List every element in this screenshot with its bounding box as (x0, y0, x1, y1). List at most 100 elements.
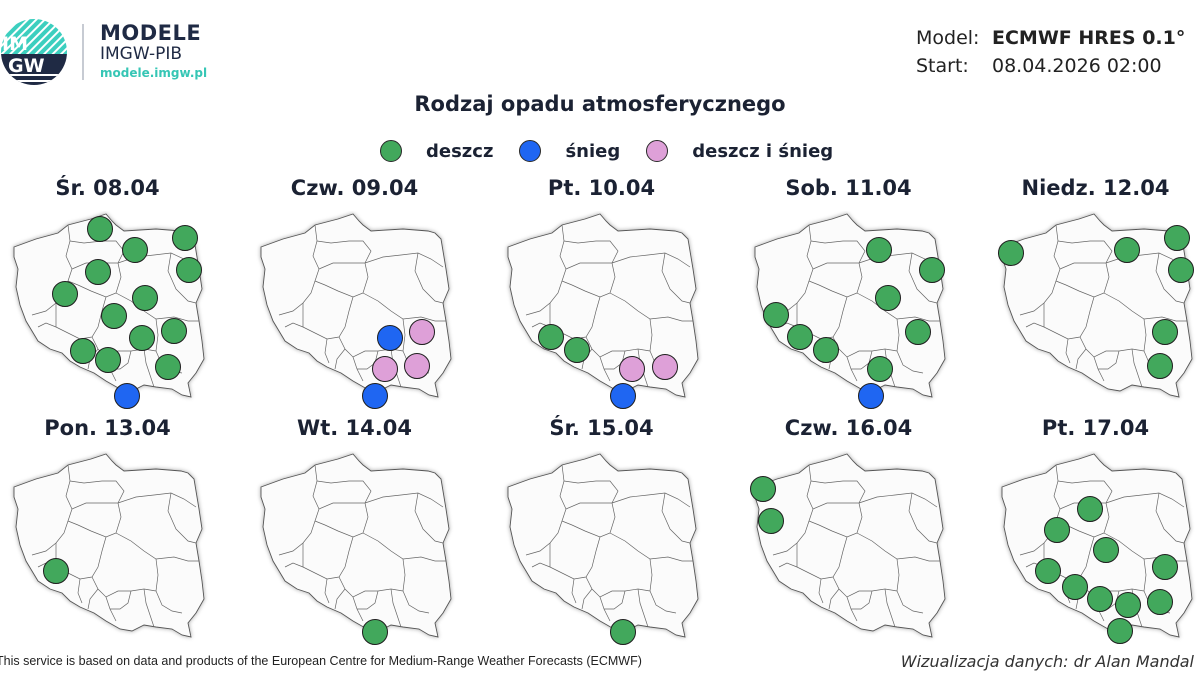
svg-text:GW: GW (8, 55, 45, 77)
rain-marker (758, 508, 784, 534)
rain-dot-icon (380, 140, 402, 162)
poland-map (1001, 213, 1193, 398)
poland-map (507, 213, 699, 398)
poland-map (13, 453, 205, 638)
map-container (996, 211, 1200, 406)
map-container (502, 211, 707, 409)
imgw-logo: IM GW (1, 19, 67, 85)
rain-marker (564, 337, 590, 363)
rain-marker (101, 303, 127, 329)
map-container (749, 211, 954, 409)
day-title: Pon. 13.04 (44, 416, 171, 440)
day-title: Pt. 17.04 (1041, 416, 1150, 440)
brand-url-link[interactable]: modele.imgw.pl (100, 66, 208, 80)
rain-marker (52, 281, 78, 307)
day-panel: Pon. 13.04 (0, 416, 215, 646)
map-container (255, 211, 460, 409)
poland-map (260, 213, 452, 398)
visualization-credit: Wizualizacja danych: dr Alan Mandal (900, 652, 1194, 671)
rain-marker (1114, 237, 1140, 263)
snow-marker (377, 325, 403, 351)
chart-title: Rodzaj opadu atmosferycznego (414, 92, 786, 116)
rain-marker (70, 338, 96, 364)
day-title: Czw. 09.04 (290, 176, 419, 200)
day-panel: Czw. 16.04 (741, 416, 956, 646)
rain-marker (763, 302, 789, 328)
mixed-marker (404, 353, 430, 379)
legend-label: deszcz (426, 140, 494, 162)
legend-item-snow: śnieg (519, 140, 620, 162)
rain-marker (1093, 537, 1119, 563)
rain-marker (129, 325, 155, 351)
day-panel: Wt. 14.04 (247, 416, 462, 646)
rain-marker (787, 324, 813, 350)
day-title: Śr. 15.04 (549, 416, 654, 440)
day-panel: Pt. 10.04 (494, 176, 709, 409)
rain-marker (1035, 558, 1061, 584)
snow-marker (858, 383, 884, 409)
start-value: 08.04.2026 02:00 (992, 55, 1162, 77)
poland-map (754, 453, 946, 638)
rain-marker (1164, 225, 1190, 251)
mixed-marker (372, 356, 398, 382)
map-container (8, 451, 213, 646)
poland-map (260, 453, 452, 638)
day-title: Pt. 10.04 (547, 176, 656, 200)
day-panel: Czw. 09.04 (247, 176, 462, 409)
rain-marker (866, 237, 892, 263)
day-panel: Pt. 17.04 (988, 416, 1200, 646)
map-container (502, 451, 707, 646)
brand-subtitle: IMGW-PIB (100, 44, 183, 64)
snow-marker (362, 383, 388, 409)
rain-marker (1147, 589, 1173, 615)
rain-marker (1044, 517, 1070, 543)
rain-marker (1087, 586, 1113, 612)
day-panel: Śr. 08.04 (0, 176, 215, 409)
rain-marker (610, 619, 636, 645)
svg-text:IM: IM (2, 33, 28, 55)
start-label: Start: (916, 55, 969, 77)
rain-marker (172, 225, 198, 251)
rain-marker (813, 337, 839, 363)
brand-block: MODELE IMGW-PIB modele.imgw.pl (100, 22, 207, 82)
rain-marker (538, 324, 564, 350)
rain-marker (905, 319, 931, 345)
model-label: Model: (916, 27, 980, 49)
mixed-marker (652, 354, 678, 380)
day-panel: Niedz. 12.04 (988, 176, 1200, 406)
day-title: Czw. 16.04 (784, 416, 913, 440)
poland-map (507, 453, 699, 638)
mixed-marker (409, 319, 435, 345)
mixed-marker (619, 356, 645, 382)
rain-marker (1077, 496, 1103, 522)
legend-label: deszcz i śnieg (692, 140, 834, 162)
rain-marker (87, 216, 113, 242)
map-container (255, 451, 460, 646)
rain-marker (161, 318, 187, 344)
day-panel: Śr. 15.04 (494, 416, 709, 646)
rain-marker (867, 356, 893, 382)
rain-marker (122, 237, 148, 263)
legend-label: śnieg (565, 140, 621, 162)
logo-divider (82, 24, 84, 80)
rain-marker (750, 476, 776, 502)
rain-marker (176, 257, 202, 283)
rain-marker (1168, 257, 1194, 283)
rain-marker (1115, 592, 1141, 618)
map-container (749, 451, 954, 646)
legend-item-mixed: deszcz i śnieg (646, 140, 833, 162)
rain-marker (1152, 554, 1178, 580)
brand-title: MODELE (100, 21, 202, 45)
day-title: Śr. 08.04 (55, 176, 160, 200)
rain-marker (95, 347, 121, 373)
rain-marker (43, 558, 69, 584)
snow-marker (610, 383, 636, 409)
map-container (996, 451, 1200, 646)
ecmwf-attribution: This service is based on data and produc… (0, 654, 642, 668)
snow-dot-icon (519, 140, 542, 162)
rain-marker (132, 285, 158, 311)
model-info: Model: ECMWF HRES 0.1° Start: 08.04.2026… (916, 24, 1185, 80)
rain-marker (875, 285, 901, 311)
rain-marker (1062, 574, 1088, 600)
rain-marker (1152, 319, 1178, 345)
